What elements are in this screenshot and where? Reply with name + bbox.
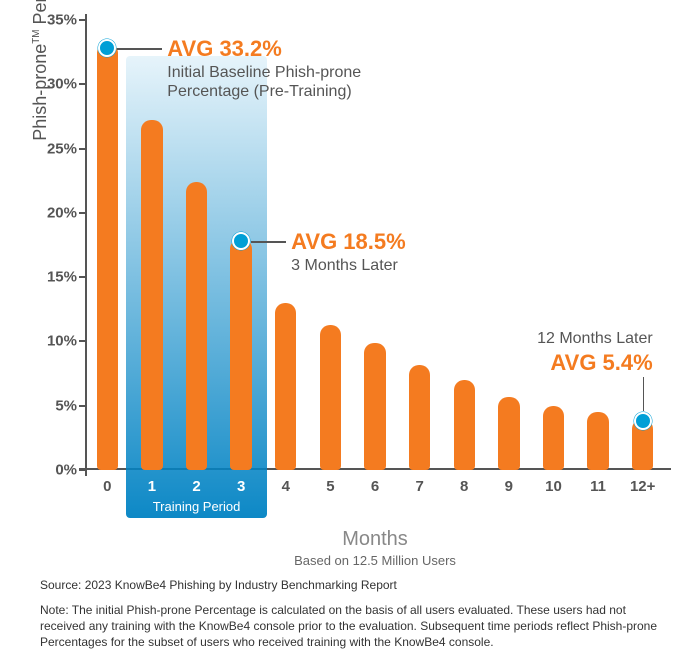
marker-dot [634,412,652,430]
x-tick-label: 0 [103,478,111,495]
bar [186,182,207,470]
x-tick-label: 7 [415,478,423,495]
bar [320,325,341,470]
x-tick-label: 6 [371,478,379,495]
bar [364,343,385,470]
x-tick-label: 10 [545,478,562,495]
callout-twelve-months: 12 Months Later AVG 5.4% [537,329,653,377]
marker-dot [232,232,250,250]
bar [141,120,162,470]
bar [230,239,251,470]
x-tick-label: 12+ [630,478,655,495]
source-text: Source: 2023 KnowBe4 Phishing by Industr… [40,578,397,592]
y-axis-title: Phish-proneTM Percentage [30,0,51,141]
bar [409,365,430,470]
y-tick-label: 5% [55,397,77,414]
y-tick-label: 35% [47,12,77,29]
y-axis-line [85,14,87,476]
x-tick-label: 5 [326,478,334,495]
y-tick-label: 25% [47,140,77,157]
bar [587,412,608,470]
bar [275,303,296,470]
x-tick-label: 8 [460,478,468,495]
marker-dot [98,39,116,57]
y-tick-label: 30% [47,76,77,93]
y-tick-label: 20% [47,204,77,221]
x-axis-title: Months Based on 12.5 Million Users [85,528,665,568]
x-tick-label: 3 [237,478,245,495]
x-tick-label: 2 [192,478,200,495]
x-tick-label: 11 [590,478,606,495]
bar [454,380,475,470]
x-tick-label: 1 [148,478,156,495]
y-tick-label: 15% [47,269,77,286]
y-tick-label: 0% [55,462,77,479]
callout-baseline: AVG 33.2% Initial Baseline Phish-prone P… [167,36,361,101]
bar [97,43,118,470]
training-period-label: Training Period [153,499,241,514]
bar [498,397,519,470]
note-text: Note: The initial Phish-prone Percentage… [40,602,669,651]
phish-prone-chart: 0%5%10%15%20%25%30%35%Training Period012… [0,0,699,650]
x-tick-label: 9 [505,478,513,495]
x-tick-label: 4 [282,478,290,495]
callout-three-months: AVG 18.5% 3 Months Later [291,229,406,275]
y-tick-label: 10% [47,333,77,350]
bar [543,406,564,470]
